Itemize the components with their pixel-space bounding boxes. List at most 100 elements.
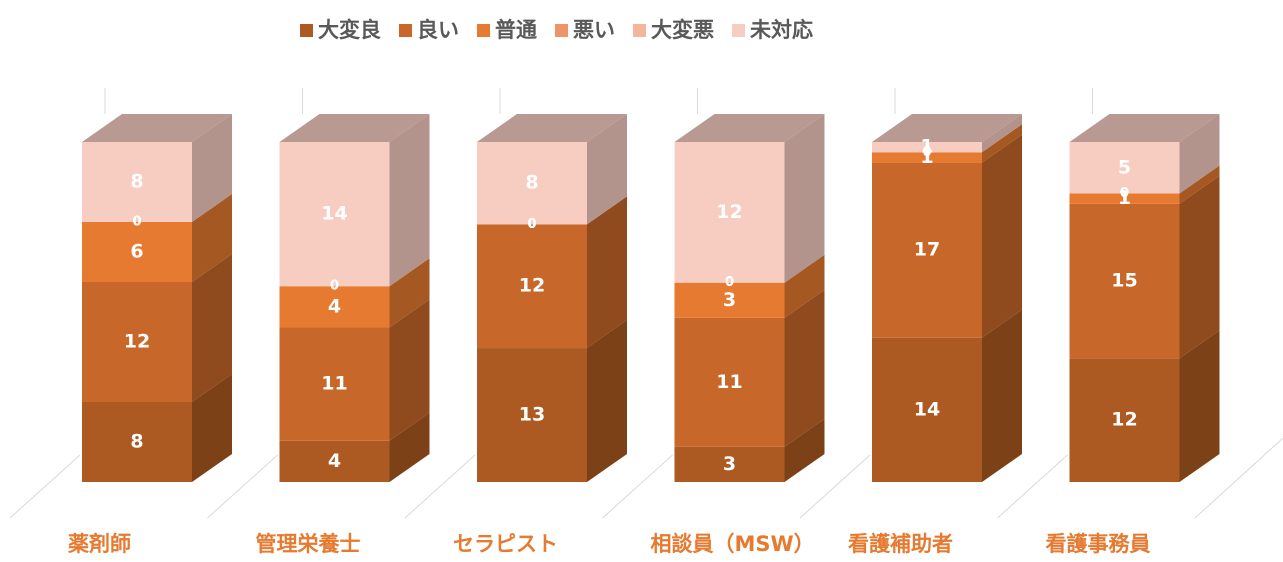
bar-top <box>477 114 627 142</box>
floor-line <box>9 454 81 519</box>
bar-side <box>784 418 825 482</box>
bar-side <box>389 299 430 441</box>
bar-segment <box>872 337 982 482</box>
bar-segment <box>1069 358 1180 482</box>
bar-segment <box>279 142 390 287</box>
data-label: 8 <box>130 431 143 453</box>
legend-swatch <box>555 24 568 37</box>
data-label: 0 <box>132 215 141 230</box>
bar-side <box>784 289 825 447</box>
data-label: 0 <box>1120 186 1129 201</box>
data-label: 3 <box>723 289 736 311</box>
data-label: 4 <box>328 450 341 472</box>
bar-side <box>192 194 232 282</box>
data-label: 1 <box>1118 187 1131 209</box>
bar-side <box>389 412 430 482</box>
data-label: 0 <box>725 275 734 290</box>
bar-side <box>192 114 232 222</box>
x-tick-label: 薬剤師 <box>68 532 131 556</box>
data-label: 0 <box>330 279 339 294</box>
floor-line <box>602 454 673 519</box>
legend-label: 大変良 <box>318 18 381 42</box>
bar-segment <box>674 317 785 447</box>
data-label: 0 <box>922 145 931 160</box>
floor-line <box>1194 437 1283 519</box>
data-label: 12 <box>519 275 545 297</box>
data-label: 0 <box>725 275 734 290</box>
bar-side <box>389 258 430 328</box>
data-label: 12 <box>1111 409 1137 431</box>
x-tick-label: セラピスト <box>453 532 558 556</box>
legend-label: 大変悪 <box>651 18 714 42</box>
data-label: 5 <box>1118 156 1131 178</box>
data-label: 14 <box>321 203 347 225</box>
bar-side <box>192 374 232 482</box>
legend-swatch <box>633 24 646 37</box>
data-label: 0 <box>527 217 536 232</box>
bar-side <box>784 254 825 318</box>
bar-segment <box>1069 142 1180 194</box>
bar-segment <box>477 224 587 349</box>
legend-swatch <box>477 24 490 37</box>
x-tick-label: 管理栄養士 <box>256 532 361 556</box>
bar-side <box>587 320 627 482</box>
data-label: 6 <box>130 241 143 263</box>
data-label: 4 <box>328 295 341 317</box>
bar-segment <box>674 142 785 283</box>
data-label: 3 <box>723 453 736 475</box>
data-label: 13 <box>519 404 545 426</box>
data-label: 1 <box>920 146 933 168</box>
bar-side <box>389 114 430 287</box>
bar-segment <box>1069 203 1180 359</box>
bar-side <box>1179 165 1220 204</box>
bar-side <box>192 254 232 402</box>
bar-segment <box>872 162 982 338</box>
data-label: 15 <box>1111 270 1137 292</box>
data-label: 11 <box>321 373 347 395</box>
bar-segment <box>674 282 785 318</box>
legend-label: 良い <box>417 18 459 42</box>
data-label: 0 <box>922 145 931 160</box>
data-label: 12 <box>716 201 742 223</box>
bar-side <box>1179 175 1220 359</box>
data-label: 0 <box>527 217 536 232</box>
x-tick-label: 相談員（MSW） <box>651 532 815 556</box>
legend-swatch <box>300 24 313 37</box>
x-tick-label: 看護補助者 <box>848 532 953 556</box>
bar-segment <box>279 286 390 328</box>
bar-top <box>82 114 232 142</box>
floor-line <box>997 454 1068 519</box>
data-label: 1 <box>920 136 933 158</box>
legend-swatch <box>732 24 745 37</box>
legend-label: 悪い <box>573 18 615 42</box>
bar-segment <box>872 152 982 163</box>
data-label: 14 <box>914 398 940 420</box>
bar-side <box>1179 330 1220 482</box>
legend-label: 未対応 <box>750 18 813 42</box>
bar-segment <box>872 142 982 153</box>
data-label: 12 <box>124 331 150 353</box>
bar-segment <box>477 142 587 225</box>
bar-segment <box>1069 193 1180 204</box>
data-label: 11 <box>716 371 742 393</box>
bar-side <box>982 124 1022 163</box>
bar-segment <box>82 282 192 402</box>
floor-line <box>799 454 871 519</box>
bar-side <box>982 114 1022 153</box>
bar-side <box>1179 114 1220 194</box>
bar-side <box>982 309 1022 482</box>
bar-segment <box>477 348 587 482</box>
legend-swatch <box>399 24 412 37</box>
bar-top <box>872 114 1022 142</box>
bar-segment <box>82 222 192 282</box>
floor-line <box>404 454 476 519</box>
x-tick-label: 看護事務員 <box>1046 532 1151 556</box>
bar-segment <box>82 142 192 222</box>
data-label: 17 <box>914 239 940 261</box>
bar-side <box>982 134 1022 338</box>
bar-segment <box>674 446 785 482</box>
floor-line <box>207 454 278 519</box>
data-label: 0 <box>132 215 141 230</box>
bar-top <box>279 114 430 142</box>
